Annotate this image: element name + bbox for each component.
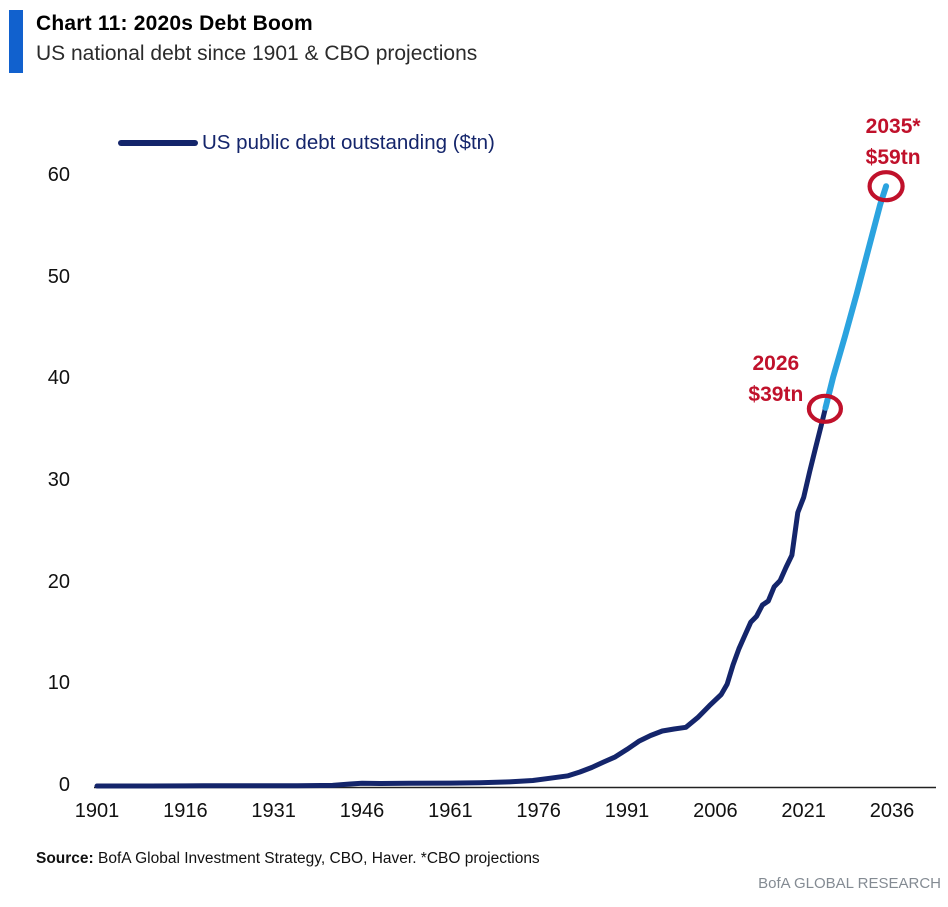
legend-label: US public debt outstanding ($tn)	[202, 131, 495, 154]
x-tick-label: 2006	[693, 800, 738, 822]
source-text: BofA Global Investment Strategy, CBO, Ha…	[93, 850, 540, 867]
title-accent-bar	[9, 10, 23, 73]
chart-title: Chart 11: 2020s Debt Boom	[36, 12, 313, 35]
x-tick-label: 2021	[781, 800, 826, 822]
x-tick-label: 1916	[163, 800, 208, 822]
y-tick-label: 60	[47, 164, 70, 186]
chart-subtitle: US national debt since 1901 & CBO projec…	[36, 42, 478, 65]
x-tick-label: 1991	[604, 800, 650, 822]
x-tick-label: 1976	[516, 800, 561, 822]
legend: US public debt outstanding ($tn)	[117, 129, 495, 157]
x-tick-label: 1901	[74, 800, 120, 822]
x-tick-label: 1946	[339, 800, 385, 822]
annotation-circle-2035	[867, 170, 905, 203]
annotation-year: 2026	[752, 351, 800, 375]
legend-line-icon	[118, 140, 198, 146]
y-tick-label: 20	[47, 570, 70, 593]
y-tick-label: 30	[47, 469, 70, 491]
annotation-value: $39tn	[748, 382, 804, 406]
source-line: Source: BofA Global Investment Strategy,…	[36, 850, 540, 868]
source-label: Source:	[36, 850, 94, 867]
annotation-label-2035: 2035* $59tn	[866, 111, 921, 173]
y-tick-label: 40	[47, 367, 70, 390]
brand-text: BofA GLOBAL RESEARCH	[758, 875, 941, 892]
x-tick-label: 2036	[869, 800, 915, 822]
projection-line	[822, 183, 890, 411]
annotation-value: $59tn	[865, 146, 921, 170]
historical-debt-line	[94, 405, 828, 789]
annotation-label-2026: 2026 $39tn	[748, 348, 803, 410]
annotation-year: 2035*	[865, 115, 921, 139]
y-tick-label: 10	[47, 672, 70, 695]
x-tick-label: 1931	[251, 800, 296, 822]
y-tick-label: 0	[58, 774, 70, 796]
annotation-circle-2026	[806, 393, 844, 424]
x-tick-label: 1961	[428, 800, 473, 822]
y-tick-label: 50	[47, 265, 70, 288]
